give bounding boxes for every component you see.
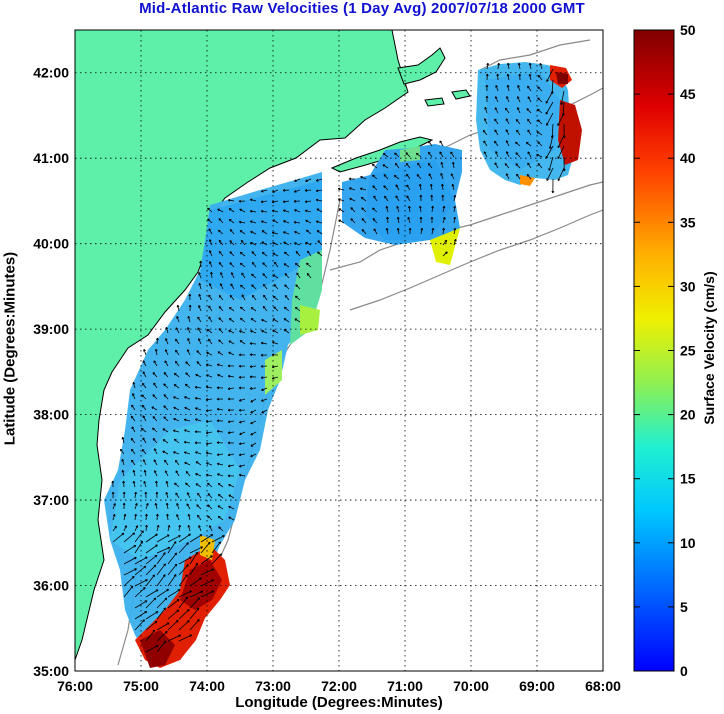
lat-tick-label: 37:00 xyxy=(33,492,69,508)
lat-tick-label: 36:00 xyxy=(33,578,69,594)
long-island xyxy=(330,136,434,173)
lon-tick-label: 75:00 xyxy=(123,678,159,694)
lat-tick-label: 38:00 xyxy=(33,407,69,423)
colorbar-ticks: 0 5 10 15 20 25 30 35 40 45 50 xyxy=(634,22,696,679)
latitude-ticks: 35:00 36:00 37:00 38:00 39:00 40:00 41:00 42:00 xyxy=(33,65,69,679)
y-axis-label: Latitude (Degrees:Minutes) xyxy=(1,251,19,446)
colorbar-tick-label: 50 xyxy=(680,22,696,38)
lon-tick-label: 76:00 xyxy=(57,678,93,694)
colorbar-tick-label: 40 xyxy=(680,150,696,166)
colorbar-tick-label: 10 xyxy=(680,535,696,551)
colorbar-tick-label: 5 xyxy=(680,599,688,615)
marthas-vineyard xyxy=(424,97,445,107)
velocity-arrows xyxy=(111,62,566,653)
land xyxy=(75,30,471,661)
colorbar-tick-label: 0 xyxy=(680,663,688,679)
colorbar-tick-label: 25 xyxy=(680,343,696,359)
nantucket xyxy=(451,89,471,100)
lon-tick-label: 71:00 xyxy=(387,678,423,694)
lat-tick-label: 41:00 xyxy=(33,150,69,166)
lat-tick-label: 42:00 xyxy=(33,65,69,81)
mainland xyxy=(75,30,409,661)
lon-tick-label: 74:00 xyxy=(189,678,225,694)
colorbar xyxy=(633,29,675,672)
colorbar-tick-label: 15 xyxy=(680,471,696,487)
map-frame xyxy=(74,29,604,672)
lon-tick-label: 69:00 xyxy=(519,678,555,694)
lon-tick-label: 73:00 xyxy=(255,678,291,694)
lat-tick-label: 40:00 xyxy=(33,236,69,252)
chart-title: Mid-Atlantic Raw Velocities (1 Day Avg) … xyxy=(139,0,585,17)
colorbar-label: Surface Velocity (cm/s) xyxy=(701,271,717,425)
colorbar-tick-label: 20 xyxy=(680,407,696,423)
lat-tick-label: 39:00 xyxy=(33,321,69,337)
x-axis-label: Longitude (Degrees:Minutes) xyxy=(235,694,443,711)
cape-cod xyxy=(397,47,446,85)
colorbar-tick-label: 35 xyxy=(680,214,696,230)
colorbar-tick-label: 30 xyxy=(680,278,696,294)
colorbar-tick-label: 45 xyxy=(680,86,696,102)
longitude-ticks: 76:00 75:00 74:00 73:00 72:00 71:00 70:00 69:00… xyxy=(57,678,621,694)
lon-tick-label: 68:00 xyxy=(585,678,621,694)
lon-tick-label: 72:00 xyxy=(321,678,357,694)
lon-tick-label: 70:00 xyxy=(453,678,489,694)
lat-tick-label: 35:00 xyxy=(33,663,69,679)
map-grid xyxy=(75,30,603,671)
